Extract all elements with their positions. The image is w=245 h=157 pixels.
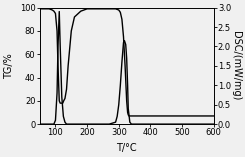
X-axis label: T/°C: T/°C [116,143,137,153]
Y-axis label: TG/%: TG/% [4,53,14,79]
Y-axis label: DSC/(mW/mg): DSC/(mW/mg) [231,31,241,101]
